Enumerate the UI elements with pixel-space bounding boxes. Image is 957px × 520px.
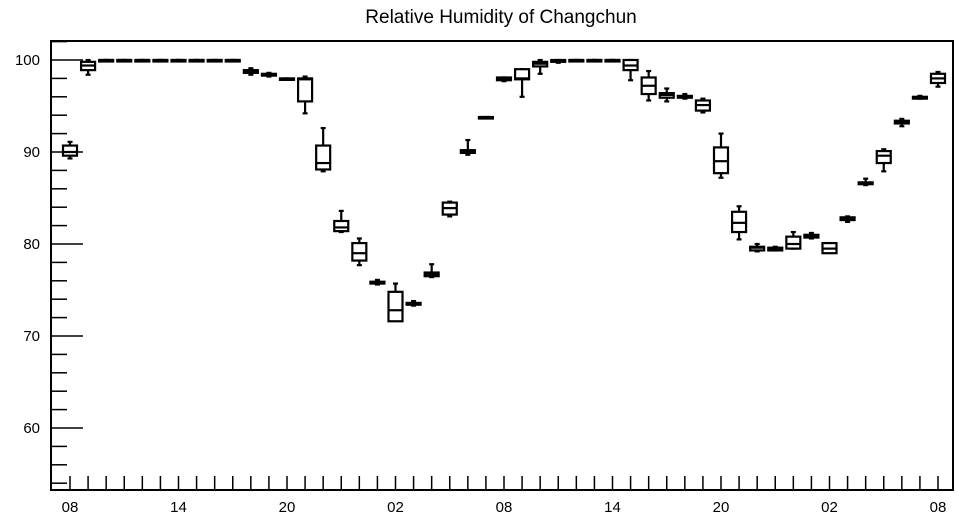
box-plot-item — [730, 205, 748, 241]
box-plot-item — [242, 67, 259, 76]
box-plot-item — [568, 58, 585, 63]
box-plot-item — [315, 126, 332, 173]
box-plot-item — [622, 58, 639, 82]
box-plot-item — [206, 58, 223, 63]
box-plot-item — [875, 148, 892, 173]
box-plot-item — [712, 132, 730, 179]
box-plot-item — [550, 58, 567, 64]
box-plot-item — [188, 58, 205, 63]
y-tick-label: 70 — [23, 328, 40, 345]
box-plot-item — [513, 68, 531, 98]
box-iqr — [61, 144, 79, 157]
y-tick-label: 60 — [23, 420, 40, 437]
plot-area: 60 70 80 90 100 08 14 20 02 08 14 20 02 08 — [15, 40, 954, 516]
box-plot-item — [821, 241, 838, 255]
box-plot-item — [224, 58, 241, 63]
x-tick-label: 14 — [170, 499, 187, 516]
y-tick-label: 100 — [15, 52, 40, 69]
box-plot-item — [857, 177, 874, 187]
chart-title: Relative Humidity of Changchun — [365, 7, 636, 28]
box-plot-item — [911, 94, 929, 100]
box-plot-item — [351, 237, 368, 267]
box-iqr — [875, 149, 892, 165]
box-plot-item — [61, 140, 79, 160]
box-plot-item — [405, 299, 422, 307]
box-plot-item — [658, 87, 675, 103]
x-tick-label: 14 — [604, 499, 621, 516]
box-plot-item — [586, 58, 603, 63]
box-plot-item — [278, 77, 296, 82]
box-series — [61, 58, 947, 323]
box-iqr — [785, 235, 802, 250]
box-plot-item — [441, 200, 458, 218]
box-plot-item — [803, 231, 820, 240]
x-tick-label: 08 — [930, 499, 947, 516]
box-plot-item — [333, 209, 350, 234]
box-plot-item — [785, 230, 802, 250]
box-plot-item — [532, 58, 549, 75]
x-axis: 08 14 20 02 08 14 20 02 08 — [62, 476, 947, 516]
box-plot-item — [369, 278, 386, 286]
box-plot-item — [98, 58, 115, 63]
x-tick-label: 02 — [821, 499, 838, 516]
box-iqr — [315, 144, 332, 171]
box-plot-item — [116, 58, 133, 63]
box-plot-item — [260, 71, 278, 78]
y-tick-label: 90 — [23, 144, 40, 161]
box-plot-item — [929, 70, 947, 88]
box-plot-item — [459, 138, 476, 156]
y-tick-label: 80 — [23, 236, 40, 253]
box-plot-item — [640, 69, 657, 102]
box-plot-item — [477, 115, 495, 120]
box-plot-item — [296, 75, 314, 115]
box-plot-item — [749, 242, 766, 253]
box-plot-item — [767, 245, 784, 252]
box-plot-item — [495, 76, 513, 83]
box-iqr — [333, 219, 350, 233]
box-plot-item — [387, 282, 404, 323]
box-plot-item — [170, 58, 187, 63]
box-iqr — [387, 290, 404, 323]
box-iqr — [296, 77, 314, 103]
box-plot-item — [79, 58, 97, 76]
x-tick-label: 02 — [387, 499, 404, 516]
box-iqr — [351, 241, 368, 262]
plot-frame — [50, 40, 954, 491]
x-tick-label: 20 — [279, 499, 296, 516]
box-plot-item — [604, 58, 621, 63]
box-plot-item — [893, 117, 910, 128]
box-plot-item — [423, 263, 440, 279]
x-tick-label: 20 — [713, 499, 730, 516]
x-tick-label: 08 — [62, 499, 79, 516]
y-axis: 60 70 80 90 100 — [15, 40, 83, 484]
x-tick-label: 08 — [496, 499, 513, 516]
box-plot-item — [839, 215, 856, 224]
box-plot-item — [134, 58, 151, 63]
box-plot-item — [152, 58, 169, 63]
box-plot-item — [694, 97, 712, 114]
box-plot-item — [676, 92, 693, 100]
